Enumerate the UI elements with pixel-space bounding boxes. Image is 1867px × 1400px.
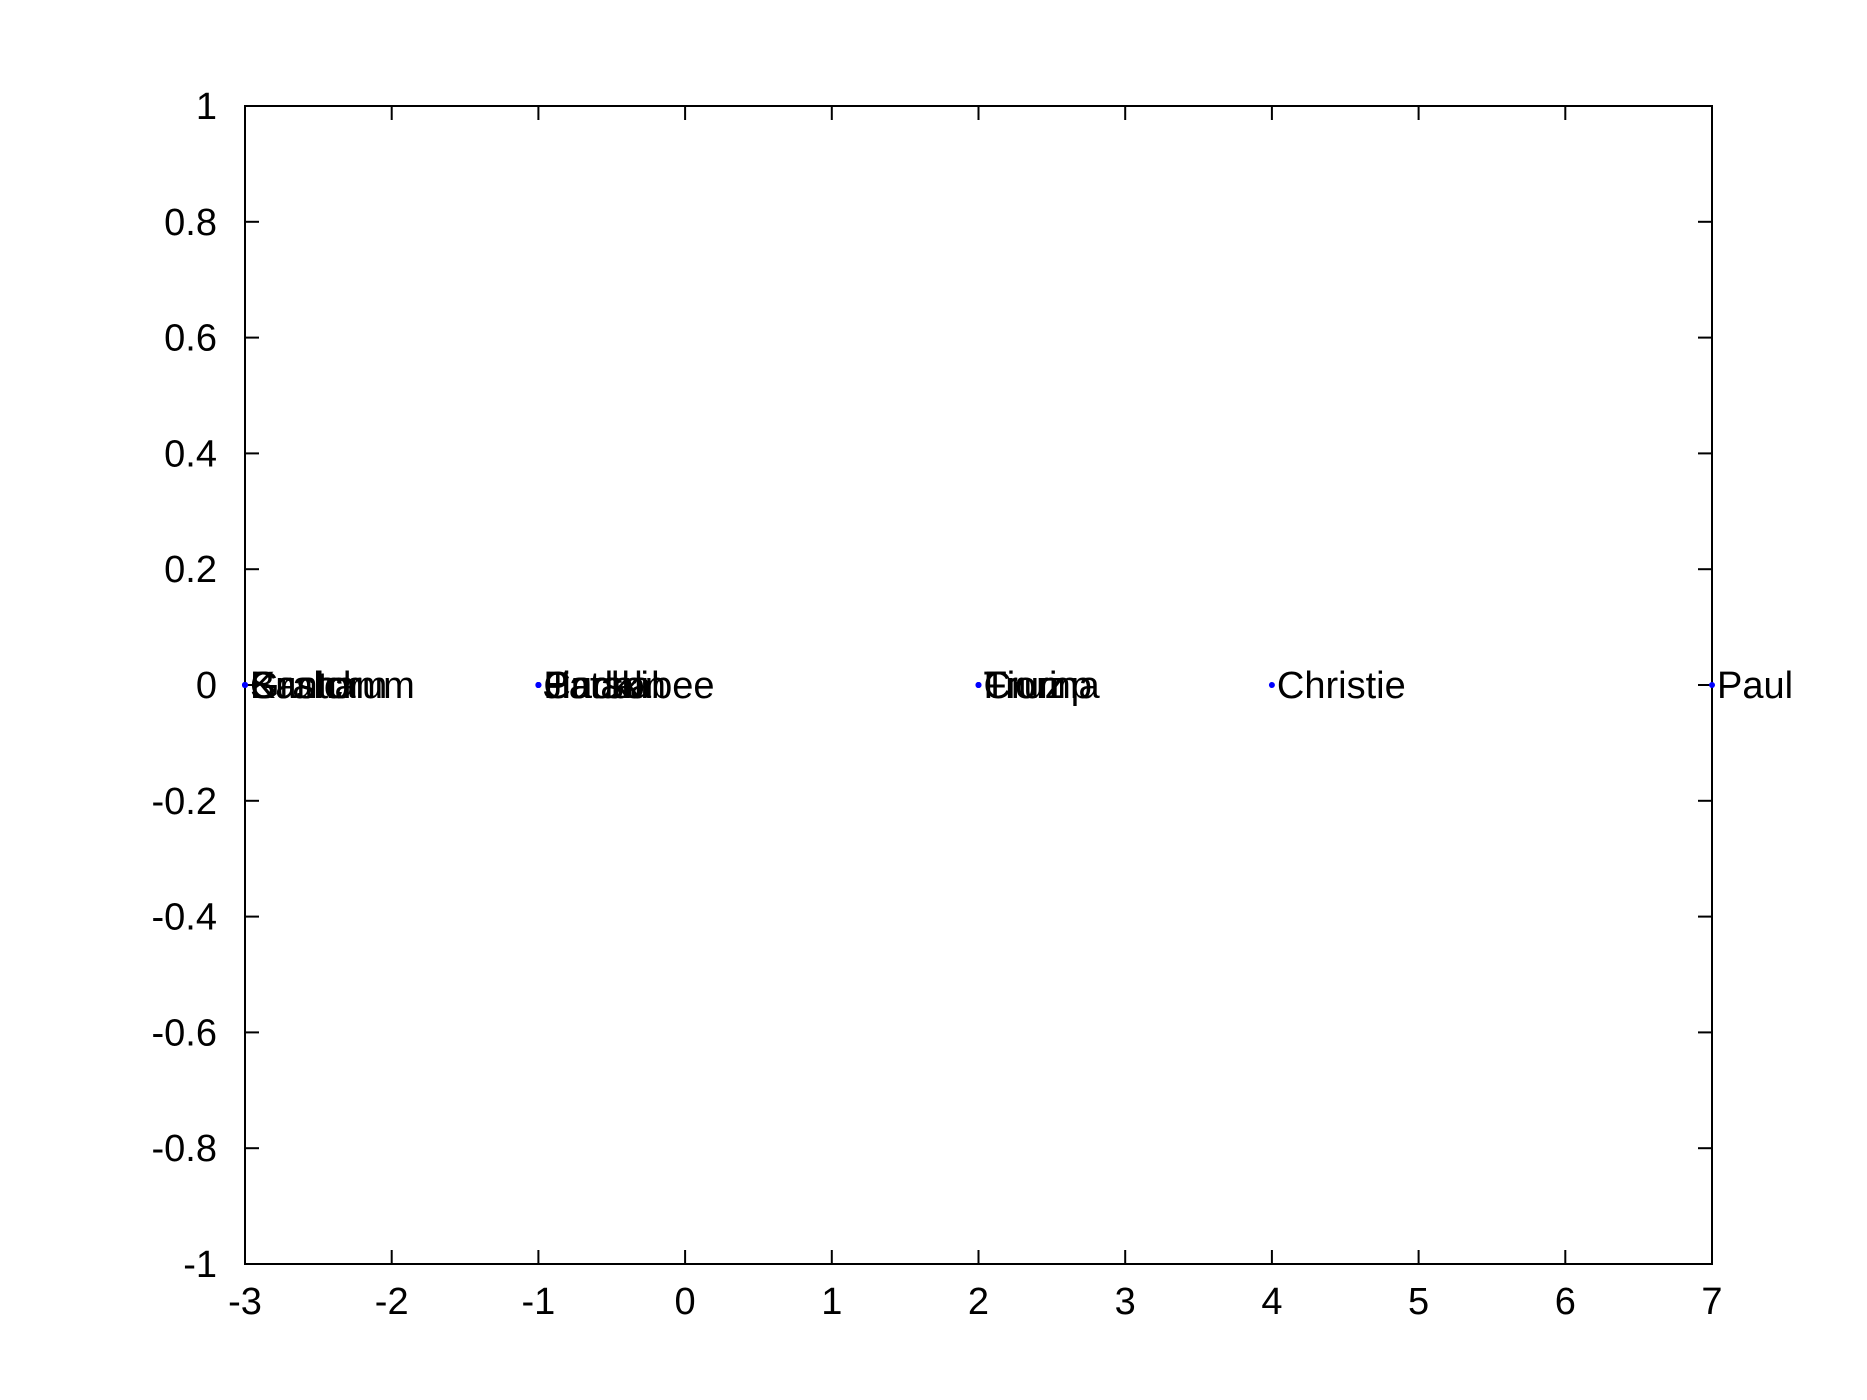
x-tick-label: 5 xyxy=(1408,1281,1429,1323)
data-point-label: Fiorina xyxy=(984,665,1101,707)
x-tick-label: -1 xyxy=(522,1281,556,1323)
y-tick-label: -0.8 xyxy=(152,1128,217,1170)
x-axis-tick-labels: -3 -2 -1 0 1 2 3 4 5 6 7 xyxy=(228,1281,1722,1323)
x-tick-label: 3 xyxy=(1115,1281,1136,1323)
data-point-label: Jindal xyxy=(543,665,642,707)
data-point-label: Huckabee xyxy=(543,665,714,707)
data-point-label: Cruz xyxy=(984,665,1064,707)
x-tick-label: 7 xyxy=(1701,1281,1722,1323)
data-point xyxy=(535,682,542,688)
y-tick-label: -0.6 xyxy=(152,1012,217,1054)
y-tick-label: 0.4 xyxy=(164,433,217,475)
y-tick-label: 0.2 xyxy=(164,549,217,591)
data-point-label: Santorum xyxy=(250,665,415,707)
data-point xyxy=(242,682,248,688)
data-point xyxy=(1268,682,1275,688)
data-point-label: Pataki xyxy=(543,665,649,707)
x-tick-label: -2 xyxy=(375,1281,409,1323)
data-point xyxy=(975,682,982,688)
x-tick-label: 6 xyxy=(1555,1281,1576,1323)
data-point-label: Christie xyxy=(1277,665,1406,707)
data-point xyxy=(1709,682,1715,688)
data-point-label: Paul xyxy=(1717,665,1793,707)
x-tick-label: 0 xyxy=(675,1281,696,1323)
data-point-label: Trump xyxy=(984,665,1092,707)
x-tick-label: -3 xyxy=(228,1281,262,1323)
y-tick-label: 0 xyxy=(196,665,217,707)
data-point-label: Carson xyxy=(543,665,666,707)
data-point-label: Graham xyxy=(250,665,387,707)
y-tick-label: -1 xyxy=(183,1244,217,1286)
data-point-label: Kasich xyxy=(250,665,364,707)
data-point-label: Bush xyxy=(250,665,337,707)
y-tick-label: -0.2 xyxy=(152,781,217,823)
x-tick-label: 2 xyxy=(968,1281,989,1323)
y-tick-label: 1 xyxy=(196,86,217,128)
y-axis-tick-labels: -1 -0.8 -0.6 -0.4 -0.2 0 0.2 0.4 0.6 0.8 1 xyxy=(152,86,217,1286)
data-points xyxy=(242,682,1715,688)
axis-ticks xyxy=(244,105,1713,1265)
x-tick-label: 1 xyxy=(821,1281,842,1323)
y-tick-label: -0.4 xyxy=(152,897,217,939)
x-tick-label: 4 xyxy=(1261,1281,1282,1323)
y-tick-label: 0.6 xyxy=(164,318,217,360)
y-tick-label: 0.8 xyxy=(164,202,217,244)
